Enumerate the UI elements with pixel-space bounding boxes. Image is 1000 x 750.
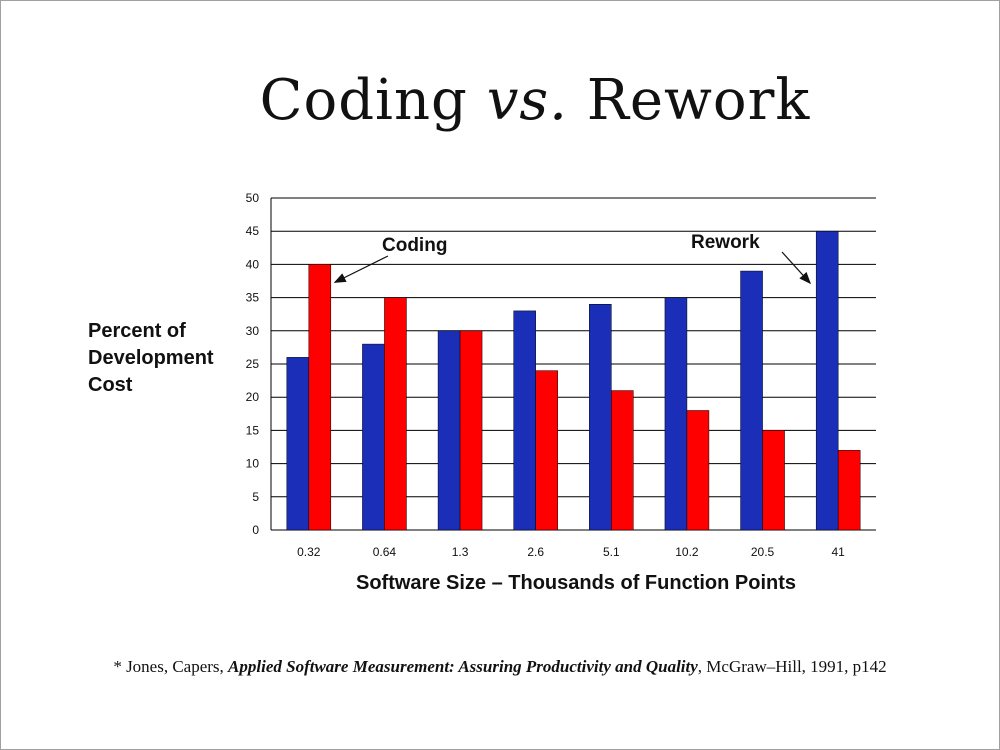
annotation-coding-arrow <box>333 255 389 283</box>
x-tick-label: 0.32 <box>297 545 321 559</box>
title-part-3: Rework <box>586 68 811 133</box>
title-part-1: Coding <box>259 68 468 133</box>
y-axis-label-line-3: Cost <box>88 374 133 396</box>
annotation-coding-label: Coding <box>382 235 447 256</box>
bar-coding <box>535 370 558 531</box>
annotation-rework-arrow <box>781 251 811 285</box>
bar-coding <box>611 390 634 531</box>
y-tick-label: 45 <box>246 224 260 238</box>
y-tick-label: 40 <box>246 257 260 271</box>
citation: * Jones, Capers, Applied Software Measur… <box>0 657 1000 677</box>
bar-rework <box>286 357 310 531</box>
y-tick-label: 5 <box>252 490 259 504</box>
title-part-2: vs. <box>486 68 568 133</box>
y-tick-label: 35 <box>246 291 260 305</box>
bar-rework <box>740 270 763 531</box>
bar-coding <box>384 297 407 531</box>
bar-coding <box>837 450 861 531</box>
y-tick-label: 30 <box>246 324 260 338</box>
bar-coding <box>459 330 483 531</box>
y-tick-label: 10 <box>246 457 260 471</box>
y-tick-label: 0 <box>252 523 259 537</box>
citation-separator: , <box>219 657 229 676</box>
bar-rework <box>589 303 612 531</box>
citation-prefix: * Jones, Capers <box>113 657 220 676</box>
y-axis-label: Percent of Development Cost <box>88 318 214 399</box>
x-tick-label: 20.5 <box>751 545 775 559</box>
bar-rework <box>815 230 839 531</box>
x-axis-label: Software Size – Thousands of Function Po… <box>355 572 797 594</box>
citation-book-title: Applied Software Measurement: Assuring P… <box>228 657 698 676</box>
y-tick-label: 20 <box>246 390 260 404</box>
y-axis-label-line-2: Development <box>88 347 214 369</box>
bar-coding <box>686 410 710 531</box>
bar-coding <box>762 430 785 531</box>
x-tick-label: 1.3 <box>452 545 469 559</box>
y-axis-label-line-1: Percent of <box>88 320 186 342</box>
x-tick-label: 0.64 <box>373 545 397 559</box>
bar-rework <box>664 297 688 531</box>
y-tick-label: 25 <box>246 357 260 371</box>
annotation-rework-label: Rework <box>691 232 760 253</box>
x-tick-label: 5.1 <box>603 545 620 559</box>
bar-rework <box>513 310 536 531</box>
slide-title: Coding vs. Rework <box>0 68 1000 133</box>
citation-suffix: , McGraw–Hill, 1991, p142 <box>697 657 887 676</box>
bar-rework <box>362 343 385 531</box>
bar-rework <box>437 330 461 531</box>
y-tick-label: 50 <box>246 191 260 205</box>
x-tick-label: 41 <box>832 545 846 559</box>
bar-coding <box>308 264 332 531</box>
x-tick-label: 2.6 <box>527 545 544 559</box>
x-tick-label: 10.2 <box>675 545 699 559</box>
y-tick-label: 15 <box>246 423 260 437</box>
